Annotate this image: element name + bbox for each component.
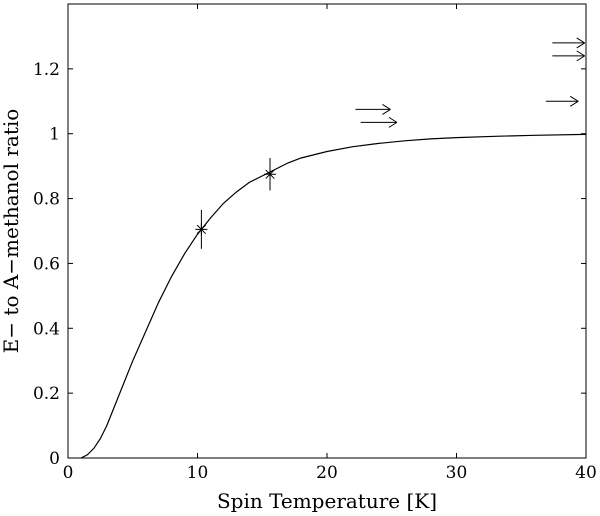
- x-axis: 0 10 20 30 40: [63, 4, 597, 483]
- arrow-head: [576, 50, 585, 57]
- limit-arrow: [552, 50, 585, 62]
- limit-arrow: [355, 103, 391, 115]
- x-axis-label: Spin Temperature [K]: [217, 489, 437, 513]
- arrow-head: [576, 55, 585, 62]
- y-axis: 0 0.2 0.4 0.6 0.8 1 1.2: [33, 60, 586, 469]
- y-tick-label: 0: [49, 449, 60, 469]
- arrow-head: [576, 37, 585, 44]
- arrow-head: [569, 100, 579, 107]
- y-tick-label: 0.8: [33, 190, 60, 210]
- limit-arrow: [552, 37, 585, 49]
- marker-stroke: [265, 169, 275, 179]
- x-tick-label: 40: [575, 463, 597, 483]
- arrow-head: [388, 121, 398, 128]
- data-layer: [80, 37, 587, 459]
- plot-frame: [67, 3, 587, 459]
- limit-arrow: [360, 116, 398, 128]
- y-tick-label: 1.2: [33, 60, 60, 80]
- x-tick-label: 20: [316, 463, 338, 483]
- y-tick-label: 0.6: [33, 254, 60, 274]
- y-tick-label: 0.4: [33, 319, 60, 339]
- x-tick-label: 10: [187, 463, 209, 483]
- arrow-head: [569, 95, 579, 102]
- asterisk-marker: [195, 223, 208, 236]
- y-tick-label: 1: [49, 125, 60, 145]
- x-tick-label: 0: [63, 463, 74, 483]
- arrow-head: [388, 116, 398, 123]
- curve-line: [80, 133, 587, 459]
- plot-area: [67, 3, 587, 459]
- arrow-head: [382, 108, 391, 115]
- limit-arrow: [545, 95, 579, 107]
- asterisk-marker: [264, 168, 277, 181]
- marker-stroke: [196, 224, 207, 235]
- y-axis-label: E− to A−methanol ratio: [0, 109, 23, 354]
- arrow-head: [576, 42, 585, 49]
- x-tick-label: 30: [446, 463, 468, 483]
- y-tick-label: 0.2: [33, 384, 60, 404]
- arrow-head: [382, 103, 391, 110]
